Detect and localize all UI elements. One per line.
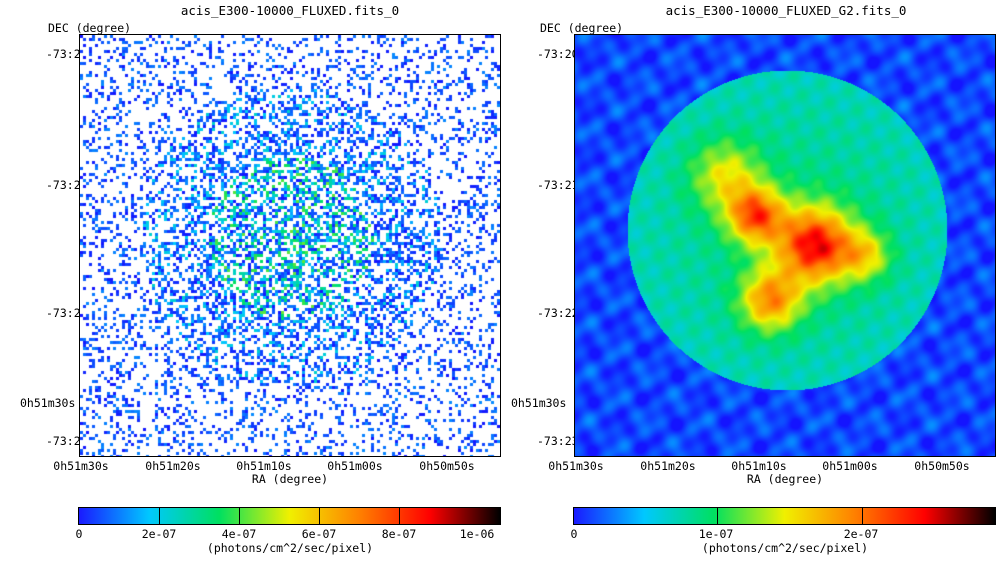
left-ra-tick-1: 0h51m30s [53, 459, 109, 473]
left-ra-tick-2: 0h51m20s [145, 459, 201, 473]
right-ra-tick-3: 0h51m10s [731, 459, 787, 473]
left-colorbar [78, 507, 501, 525]
right-image-canvas[interactable] [575, 35, 995, 456]
right-dec-axis-label: DEC (degree) [540, 21, 624, 35]
left-colorbar-tick-1: 0 [75, 527, 83, 541]
left-dec-tick-2: -73:21 [46, 178, 88, 192]
right-ra-tick-5: 0h50m50s [914, 459, 970, 473]
left-colorbar-units: (photons/cm^2/sec/pixel) [206, 541, 374, 555]
left-ra-tick-4: 0h51m00s [327, 459, 383, 473]
right-colorbar [573, 507, 996, 525]
right-colorbar-tick-3: 2e-07 [843, 527, 879, 541]
left-colorbar-tick-mark [159, 508, 160, 524]
left-colorbar-tick-5: 8e-07 [381, 527, 417, 541]
left-dec-tick-3: -73:22 [46, 306, 88, 320]
right-dec-tick-4: 0h51m30s [511, 396, 567, 410]
left-dec-axis-label: DEC (degree) [48, 21, 132, 35]
right-colorbar-tick-mark [862, 508, 863, 524]
right-dec-tick-5: -73:23 [537, 434, 579, 448]
left-image-canvas[interactable] [80, 35, 500, 456]
left-colorbar-tick-2: 2e-07 [141, 527, 177, 541]
left-ra-tick-3: 0h51m10s [236, 459, 292, 473]
left-colorbar-tick-3: 4e-07 [221, 527, 257, 541]
left-ra-axis-label: RA (degree) [251, 472, 329, 486]
left-dec-tick-1: -73:20 [46, 47, 88, 61]
right-image-title: acis_E300-10000_FLUXED_G2.fits_0 [665, 3, 907, 18]
left-sky-image[interactable] [79, 34, 501, 457]
left-colorbar-tick-4: 6e-07 [301, 527, 337, 541]
left-colorbar-tick-6: 1e-06 [459, 527, 495, 541]
left-image-title: acis_E300-10000_FLUXED.fits_0 [180, 3, 400, 18]
right-colorbar-tick-2: 1e-07 [698, 527, 734, 541]
right-colorbar-tick-1: 0 [570, 527, 578, 541]
right-ra-tick-1: 0h51m30s [548, 459, 604, 473]
left-colorbar-tick-mark [319, 508, 320, 524]
right-ra-tick-2: 0h51m20s [640, 459, 696, 473]
left-colorbar-tick-mark [239, 508, 240, 524]
right-colorbar-tick-mark [717, 508, 718, 524]
right-dec-tick-1: -73:20 [537, 47, 579, 61]
right-colorbar-units: (photons/cm^2/sec/pixel) [701, 541, 869, 555]
right-ra-tick-4: 0h51m00s [822, 459, 878, 473]
left-colorbar-tick-mark [399, 508, 400, 524]
right-sky-image[interactable] [574, 34, 996, 457]
right-dec-tick-2: -73:21 [537, 178, 579, 192]
right-ra-axis-label: RA (degree) [746, 472, 824, 486]
left-dec-tick-5: -73:23 [46, 434, 88, 448]
left-ra-tick-5: 0h50m50s [419, 459, 475, 473]
right-dec-tick-3: -73:22 [537, 306, 579, 320]
left-dec-tick-4: 0h51m30s [20, 396, 76, 410]
